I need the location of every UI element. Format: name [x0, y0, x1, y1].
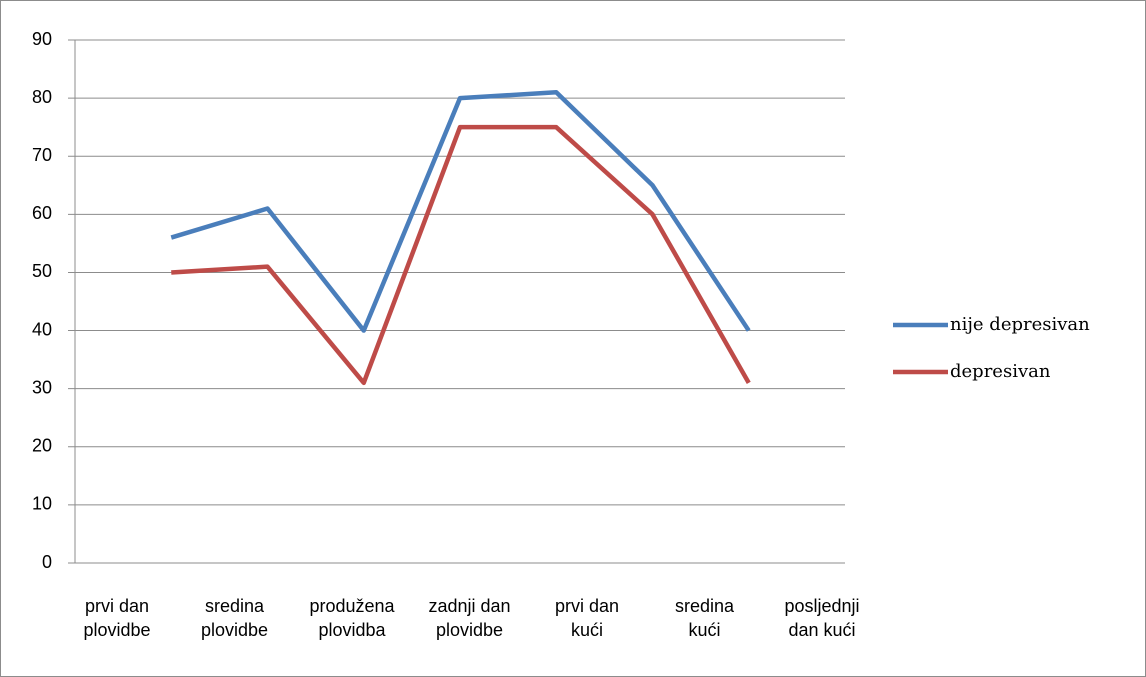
x-tick-label-line: sredina: [205, 596, 265, 616]
x-tick-label-line: dan kući: [788, 620, 855, 640]
y-tick-label: 20: [32, 436, 52, 456]
legend-label: depresivan: [950, 361, 1051, 382]
x-tick-label: zadnji dan plovidbe: [428, 596, 510, 640]
y-tick-label: 90: [32, 29, 52, 49]
y-tick-label: 60: [32, 203, 52, 223]
y-tick-label: 80: [32, 87, 52, 107]
x-tick-label-line: sredina: [675, 596, 735, 616]
y-tick-label: 30: [32, 377, 52, 397]
x-tick-label-line: prvi dan: [555, 596, 619, 616]
y-tick-label: 50: [32, 261, 52, 281]
x-tick-label-line: zadnji dan: [428, 596, 510, 616]
x-tick-label-line: prvi dan: [85, 596, 149, 616]
y-tick-label: 0: [42, 552, 52, 572]
y-tick-label: 40: [32, 319, 52, 339]
x-tick-label: posljednji dan kući: [784, 596, 859, 640]
x-tick-label-line: kući: [571, 620, 603, 640]
series-line: [170, 90, 751, 333]
x-tick-label-line: plovidbe: [201, 620, 268, 640]
x-tick-label-line: posljednji: [784, 596, 859, 616]
legend-label: nije depresivan: [950, 314, 1090, 335]
x-tick-label-line: plovidbe: [436, 620, 503, 640]
x-tick-label-line: kući: [688, 620, 720, 640]
y-tick-label: 70: [32, 145, 52, 165]
x-tick-label: prvi dan plovidbe: [83, 596, 150, 640]
x-tick-label: sredina kući: [675, 596, 735, 640]
series-line: [171, 124, 751, 386]
x-tick-label: prvi dan kući: [555, 596, 619, 640]
y-tick-label: 10: [32, 494, 52, 514]
x-tick-label-line: plovidba: [318, 620, 386, 640]
x-tick-label-line: plovidbe: [83, 620, 150, 640]
x-tick-label: produžena plovidba: [309, 596, 395, 640]
x-tick-label-line: produžena: [309, 596, 395, 616]
x-tick-label: sredina plovidbe: [201, 596, 268, 640]
